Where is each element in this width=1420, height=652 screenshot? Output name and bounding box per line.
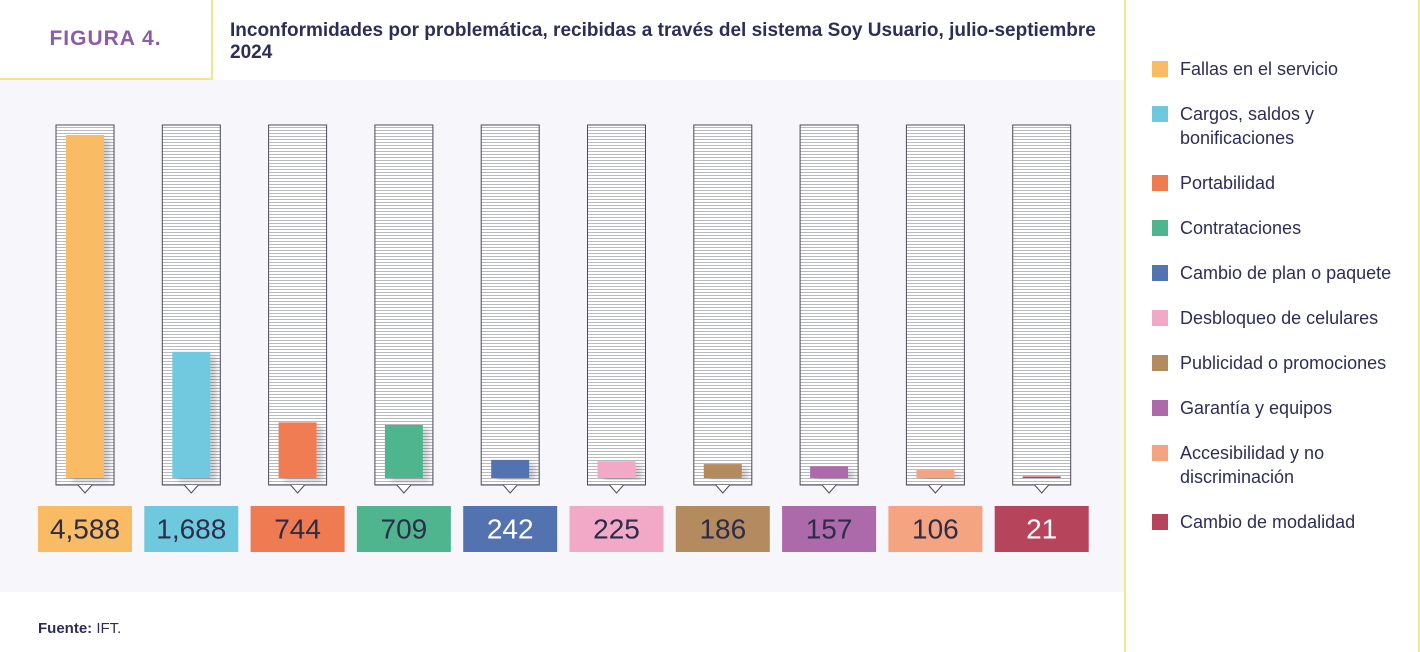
chart-title: Inconformidades por problemática, recibi… <box>230 20 1096 63</box>
tube-pointer <box>715 484 731 494</box>
legend-item: Contrataciones <box>1152 216 1402 240</box>
tube <box>480 124 540 486</box>
legend-swatch <box>1152 61 1168 77</box>
value-label: 225 <box>593 513 640 544</box>
bar <box>703 464 742 478</box>
source: Fuente: IFT. <box>38 620 121 637</box>
bar <box>384 424 423 478</box>
legend-label: Publicidad o promociones <box>1180 353 1387 373</box>
legend-item: Cambio de modalidad <box>1152 510 1402 534</box>
tube <box>693 124 753 486</box>
legend-item: Garantía y equipos <box>1152 396 1402 420</box>
legend-swatch <box>1152 310 1168 326</box>
legend-item: Accesibilidad y no discriminación <box>1152 441 1402 489</box>
value-box <box>463 506 558 552</box>
bar <box>916 470 955 478</box>
value-label: 242 <box>487 513 534 544</box>
legend-swatch <box>1152 265 1168 281</box>
tube <box>905 124 965 486</box>
value-label: 21 <box>1026 513 1057 544</box>
value-box <box>144 506 239 552</box>
legend-item: Cargos, saldos y bonificaciones <box>1152 102 1402 150</box>
tube-pointer <box>290 484 305 494</box>
legend-panel <box>1124 0 1420 652</box>
value-box <box>250 506 345 552</box>
bar <box>172 351 211 478</box>
value-label: 744 <box>274 513 321 544</box>
legend-swatch <box>1152 355 1168 371</box>
tube-pointer <box>928 484 943 494</box>
source-text: IFT. <box>96 620 122 637</box>
chart: 4,588 1,688 744 709 242 225 186 157 106 21 <box>38 124 1089 552</box>
legend-label: Garantía y equipos <box>1180 398 1333 418</box>
tube <box>799 124 859 486</box>
tube <box>1012 124 1072 486</box>
tube-pointer <box>821 484 837 494</box>
legend-label: Cargos, saldos y bonificaciones <box>1180 104 1315 148</box>
tube-pointer <box>609 484 624 494</box>
bar <box>66 135 104 478</box>
tube-pointer <box>77 484 93 494</box>
legend-label: Cambio de plan o paquete <box>1180 263 1392 283</box>
legend-swatch <box>1152 220 1168 236</box>
value-label: 157 <box>806 513 853 544</box>
legend-swatch <box>1152 514 1168 530</box>
legend-item: Portabilidad <box>1152 171 1402 195</box>
legend-label: Desbloqueo de celulares <box>1180 308 1379 328</box>
value-box <box>675 506 770 552</box>
value-label: 106 <box>912 513 959 544</box>
legend-label: Contrataciones <box>1180 218 1302 238</box>
tube-pointer <box>396 484 412 494</box>
value-label: 709 <box>381 513 428 544</box>
legend-item: Desbloqueo de celulares <box>1152 306 1402 330</box>
value-box <box>38 506 132 552</box>
legend-label: Accesibilidad y no discriminación <box>1180 443 1325 487</box>
figure-label: FIGURA 4. <box>0 0 213 80</box>
value-label: 1,688 <box>156 513 226 544</box>
legend-label: Fallas en el servicio <box>1180 59 1339 79</box>
legend-swatch <box>1152 106 1168 122</box>
legend-item: Fallas en el servicio <box>1152 57 1402 81</box>
tube <box>587 124 646 486</box>
legend-swatch <box>1152 445 1168 461</box>
bar <box>1022 476 1061 478</box>
tube-pointer <box>502 484 518 494</box>
value-box <box>356 506 451 552</box>
source-label: Fuente: <box>38 620 93 637</box>
legend-label: Portabilidad <box>1180 173 1276 193</box>
bar <box>597 461 636 478</box>
bar <box>810 466 849 478</box>
value-label: 186 <box>699 513 746 544</box>
value-box <box>994 506 1089 552</box>
value-box <box>782 506 877 552</box>
bar <box>278 422 317 478</box>
legend-item: Cambio de plan o paquete <box>1152 261 1402 285</box>
legend-label: Cambio de modalidad <box>1180 512 1356 532</box>
value-box <box>888 506 983 552</box>
value-box <box>569 506 664 552</box>
bar <box>491 459 530 478</box>
legend-swatch <box>1152 400 1168 416</box>
legend: Fallas en el servicio Cargos, saldos y bo… <box>1152 57 1402 534</box>
tube-pointer <box>1034 484 1050 494</box>
legend-item: Publicidad o promociones <box>1152 351 1402 375</box>
legend-swatch <box>1152 175 1168 191</box>
tube-pointer <box>183 484 199 494</box>
value-label: 4,588 <box>50 513 120 544</box>
